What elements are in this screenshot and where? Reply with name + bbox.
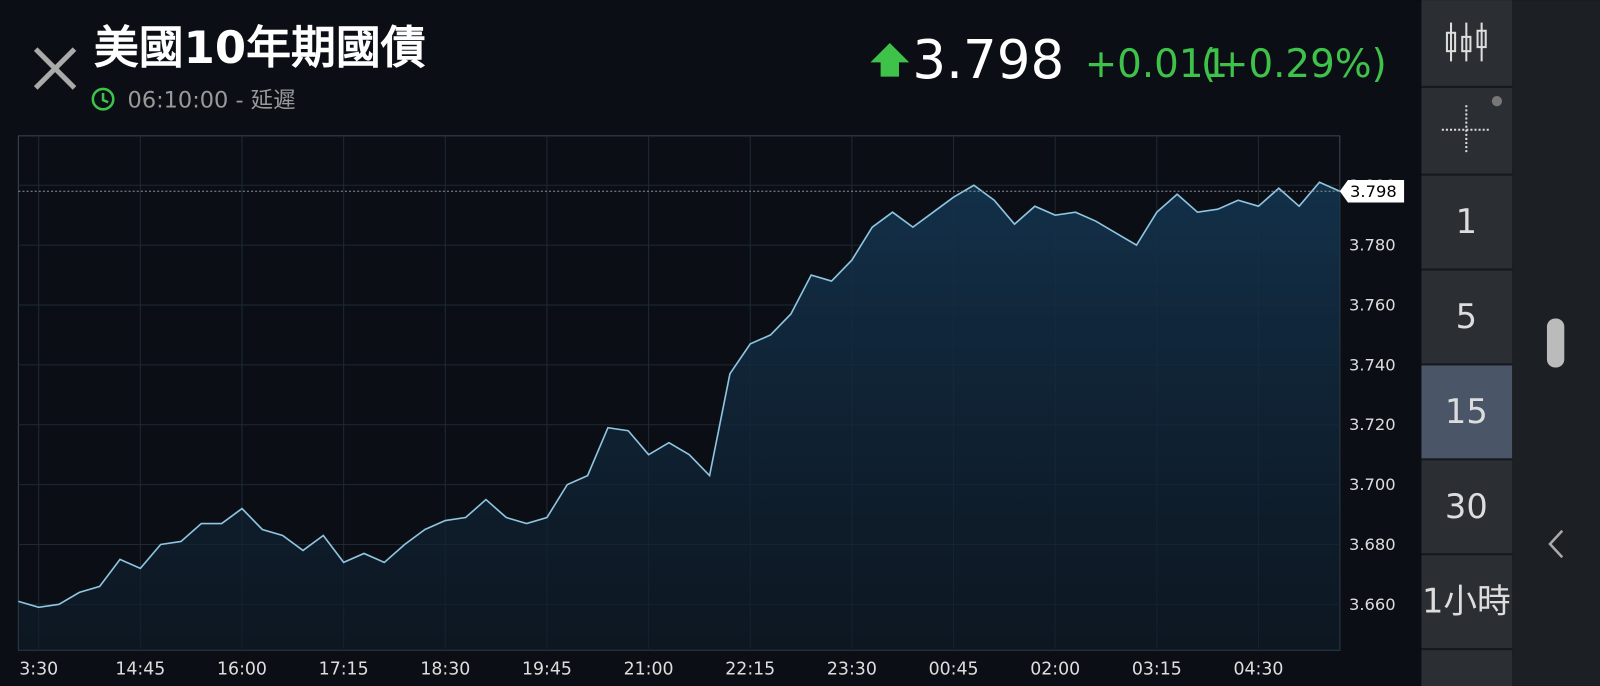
x-tick-label: 02:00 [1030,660,1080,680]
y-tick-label: 3.780 [1349,236,1396,255]
scroll-handle[interactable] [1546,318,1565,368]
change: +0.011 [1085,42,1228,87]
y-tick-label: 3.760 [1349,296,1396,315]
interval-button[interactable] [1421,555,1513,649]
change-percent: (+0.29%) [1201,42,1387,87]
x-tick-label: 16:00 [217,660,267,680]
line [18,181,1341,609]
title: 美國10年期國債 [94,21,426,74]
interval-button[interactable] [1421,270,1513,364]
y-tick-label: 3.700 [1349,475,1396,494]
last-value-label: 3.798 [1350,182,1397,201]
indicator-dot [1491,96,1503,107]
x-tick-label: 19:45 [522,660,572,680]
x-tick-label: 3:30 [19,660,58,680]
interval-button [1421,650,1513,686]
interval-button[interactable] [1421,175,1513,269]
clock-icon [91,87,115,111]
x-tick-label: 04:30 [1234,660,1284,680]
x-tick-label: 22:15 [725,660,775,680]
last-value-tag [1339,180,1405,203]
x-tick-label: 00:45 [929,660,979,680]
up-arrow [870,43,910,77]
x-tick-label: 18:30 [420,660,470,680]
collapse-chevron[interactable] [1548,529,1564,559]
x-tick-label: 14:45 [115,660,165,680]
crosshair-icon [1441,105,1491,155]
y-tick-label: 3.660 [1349,595,1396,614]
interval-label: 1小時 [1422,582,1511,621]
interval-label: 30 [1445,487,1488,526]
y-tick-label: 3.720 [1349,415,1396,434]
interval-label: 15 [1445,392,1488,431]
x-tick-label: 17:15 [319,660,369,680]
area [18,182,1340,651]
x-tick-label: 21:00 [624,660,674,680]
candles-icon [1445,22,1487,62]
interval-label: 5 [1456,297,1477,336]
y-tick-label: 3.680 [1349,535,1396,554]
interval-button[interactable] [1421,460,1513,554]
x-tick-label: 23:30 [827,660,877,680]
price: 3.798 [912,29,1064,91]
interval-button[interactable] [1421,365,1513,459]
close-button[interactable] [33,47,77,90]
y-tick-label: 3.740 [1349,355,1396,374]
x-tick-label: 03:15 [1132,660,1182,680]
interval-label: 1 [1456,202,1477,241]
quote-time: 06:10:00 - 延遲 [128,88,296,114]
